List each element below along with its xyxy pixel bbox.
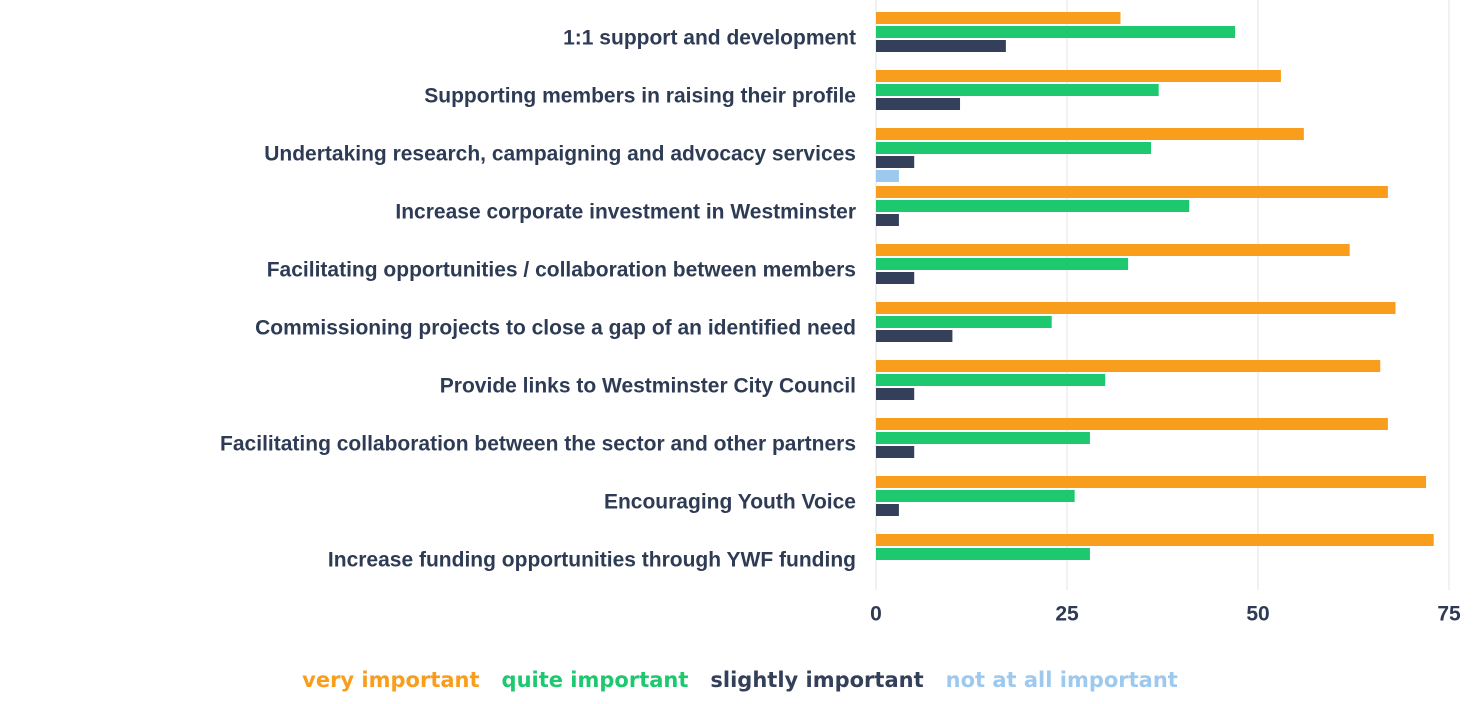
bar [876,418,1388,430]
bar [876,12,1121,24]
category-label: Facilitating collaboration between the s… [220,433,856,456]
bar [876,534,1434,546]
bar [876,214,899,226]
bar [876,70,1281,82]
category-label: Encouraging Youth Voice [604,491,856,514]
category-label: Provide links to Westminster City Counci… [440,375,856,398]
category-label: Commissioning projects to close a gap of… [255,317,856,340]
bar [876,200,1190,212]
bar [876,26,1236,38]
category-label: Increase funding opportunities through Y… [328,549,856,572]
bar [876,316,1052,328]
legend-item: not at all important [945,668,1178,692]
category-label: Facilitating opportunities / collaborati… [267,259,856,282]
bar [876,98,961,110]
bar [876,504,899,516]
x-tick-label: 0 [870,603,882,626]
bar [876,490,1075,502]
bar [876,186,1388,198]
bar [876,432,1090,444]
bar [876,244,1350,256]
bar [876,330,953,342]
x-tick-label: 50 [1246,603,1269,626]
category-label: Undertaking research, campaigning and ad… [264,143,856,166]
bar [876,84,1159,96]
bar [876,128,1304,140]
bar [876,142,1152,154]
x-tick-label: 25 [1055,603,1079,626]
legend-item: slightly important [710,668,924,692]
bar [876,40,1006,52]
bar [876,388,915,400]
legend-item: very important [302,668,480,692]
chart: 0 25 50 75 1:1 support and development Suppor… [220,0,1461,626]
category-label: Supporting members in raising their prof… [424,85,856,108]
legend: very important quite important slightly im… [0,668,1480,692]
bar [876,170,899,182]
category-label: 1:1 support and development [563,27,856,50]
bar [876,302,1396,314]
bar [876,548,1090,560]
bar [876,374,1106,386]
x-tick-label: 75 [1437,603,1461,626]
bar [876,272,915,284]
bar [876,446,915,458]
bar [876,258,1129,270]
bar [876,360,1381,372]
bar [876,476,1427,488]
bar [876,156,915,168]
legend-item: quite important [501,668,689,692]
category-label: Increase corporate investment in Westmin… [395,201,856,224]
